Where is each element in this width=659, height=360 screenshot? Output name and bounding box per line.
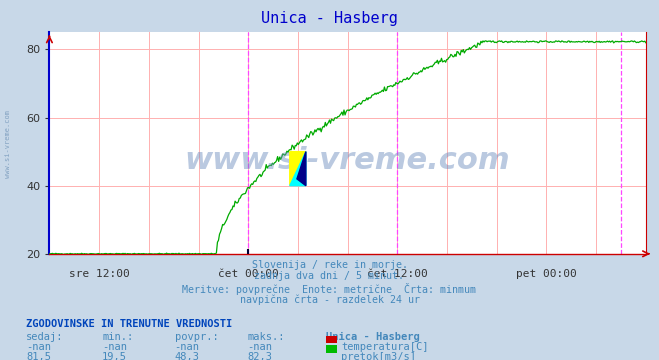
Text: sre 12:00: sre 12:00 xyxy=(69,269,129,279)
Text: pet 00:00: pet 00:00 xyxy=(516,269,577,279)
Text: Meritve: povprečne  Enote: metrične  Črta: minmum: Meritve: povprečne Enote: metrične Črta:… xyxy=(183,283,476,295)
Text: 81,5: 81,5 xyxy=(26,352,51,360)
Text: temperatura[C]: temperatura[C] xyxy=(341,342,429,352)
Text: čet 12:00: čet 12:00 xyxy=(367,269,428,279)
Text: Slovenija / reke in morje.: Slovenija / reke in morje. xyxy=(252,260,407,270)
Text: zadnja dva dni / 5 minut.: zadnja dva dni / 5 minut. xyxy=(254,271,405,282)
Text: min.:: min.: xyxy=(102,332,133,342)
Text: povpr.:: povpr.: xyxy=(175,332,218,342)
Text: -nan: -nan xyxy=(247,342,272,352)
Text: sedaj:: sedaj: xyxy=(26,332,64,342)
Text: www.si-vreme.com: www.si-vreme.com xyxy=(5,110,11,178)
Text: ZGODOVINSKE IN TRENUTNE VREDNOSTI: ZGODOVINSKE IN TRENUTNE VREDNOSTI xyxy=(26,319,233,329)
Text: Unica - Hasberg: Unica - Hasberg xyxy=(261,11,398,26)
Text: 19,5: 19,5 xyxy=(102,352,127,360)
Text: navpična črta - razdelek 24 ur: navpična črta - razdelek 24 ur xyxy=(239,294,420,305)
Text: 48,3: 48,3 xyxy=(175,352,200,360)
Text: pretok[m3/s]: pretok[m3/s] xyxy=(341,352,416,360)
Text: -nan: -nan xyxy=(175,342,200,352)
Text: 82,3: 82,3 xyxy=(247,352,272,360)
Text: -nan: -nan xyxy=(102,342,127,352)
Text: čet 00:00: čet 00:00 xyxy=(217,269,278,279)
Polygon shape xyxy=(290,152,306,186)
Text: Unica - Hasberg: Unica - Hasberg xyxy=(326,332,420,342)
Text: www.si-vreme.com: www.si-vreme.com xyxy=(185,146,511,175)
Text: maks.:: maks.: xyxy=(247,332,285,342)
Polygon shape xyxy=(290,152,306,186)
Polygon shape xyxy=(297,152,306,186)
Text: -nan: -nan xyxy=(26,342,51,352)
